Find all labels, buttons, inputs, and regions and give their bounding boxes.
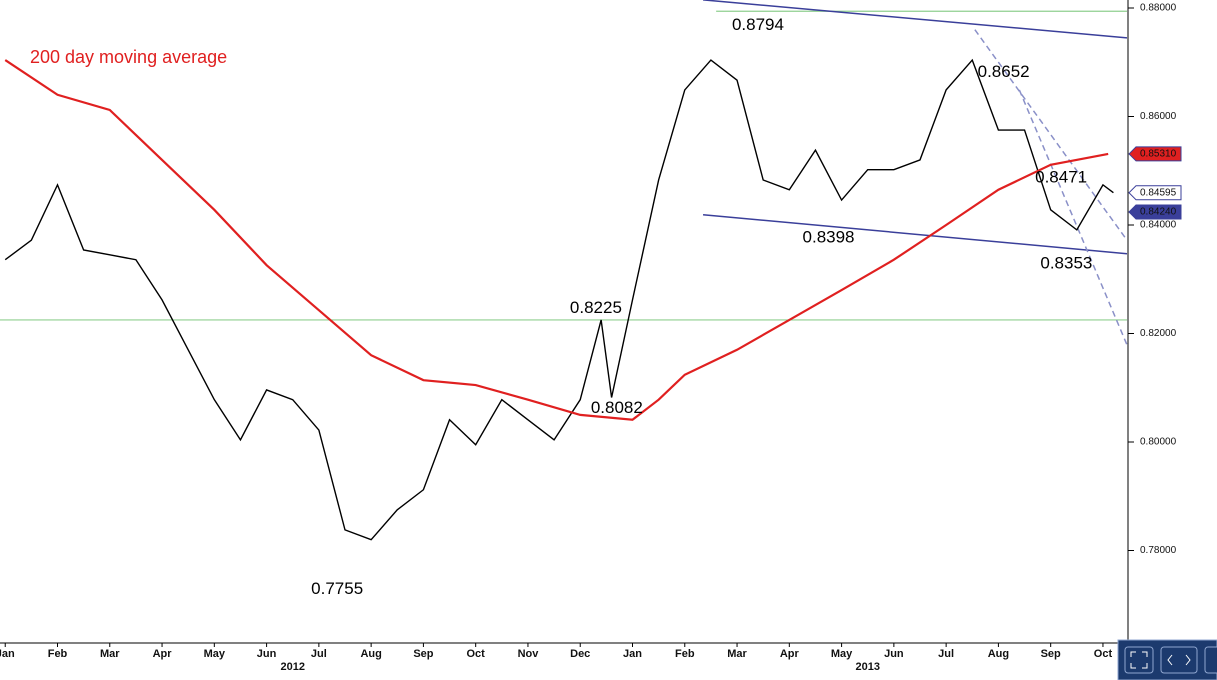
toolbar	[1117, 639, 1217, 680]
annotation: 0.8082	[591, 398, 643, 417]
x-tick-label: Jan	[623, 648, 642, 660]
more-button[interactable]	[1204, 646, 1217, 674]
series-line	[4, 59, 1109, 421]
price-tag	[1128, 204, 1182, 220]
year-label: 2013	[855, 661, 879, 673]
y-tick-label: 0.86000	[1140, 111, 1177, 122]
price-tag	[1128, 185, 1182, 201]
x-tick-label: Aug	[360, 648, 381, 660]
legend-label: 200 day moving average	[30, 47, 227, 67]
y-tick-label: 0.82000	[1140, 328, 1177, 339]
trend-line	[702, 213, 1128, 255]
x-tick-label: Oct	[467, 648, 486, 660]
x-tick-label: May	[831, 648, 853, 660]
y-tick-label: 0.84000	[1140, 220, 1177, 231]
fit-button[interactable]	[1124, 646, 1154, 674]
annotation: 0.8652	[978, 62, 1030, 81]
price-tag-label: 0.84595	[1140, 187, 1177, 198]
y-tick-label: 0.78000	[1140, 545, 1177, 556]
y-tick-label: 0.80000	[1140, 437, 1177, 448]
series-line	[4, 58, 1114, 541]
annotation: 0.8794	[732, 15, 784, 34]
year-label: 2012	[280, 661, 304, 673]
x-tick-label: Apr	[780, 648, 800, 660]
x-tick-label: Jun	[257, 648, 277, 660]
x-tick-label: Feb	[675, 648, 695, 660]
x-tick-label: Feb	[48, 648, 68, 660]
trend-line	[703, 0, 1128, 39]
x-tick-label: Jul	[938, 648, 954, 660]
x-tick-label: May	[204, 648, 226, 660]
x-tick-label: Jun	[884, 648, 904, 660]
y-tick-label: 0.88000	[1140, 3, 1177, 14]
x-tick-label: Aug	[988, 648, 1009, 660]
scroll-button[interactable]	[1160, 646, 1198, 674]
x-tick-label: Jul	[311, 648, 327, 660]
trend-line	[1018, 89, 1128, 346]
x-tick-label: Oct	[1094, 648, 1113, 660]
x-tick-label: Mar	[727, 648, 747, 660]
annotation: 0.8225	[570, 298, 622, 317]
price-tag-label: 0.84240	[1140, 207, 1177, 218]
x-tick-label: Sep	[413, 648, 433, 660]
x-tick-label: Sep	[1041, 648, 1061, 660]
x-tick-label: Dec	[570, 648, 590, 660]
x-tick-label: Apr	[153, 648, 173, 660]
annotation: 0.8471	[1035, 167, 1087, 186]
x-tick-label: Nov	[518, 648, 540, 660]
price-tag-label: 0.85310	[1140, 149, 1177, 160]
x-tick-label: Jan	[0, 648, 15, 660]
trend-line	[974, 29, 1128, 241]
x-tick-label: Mar	[100, 648, 120, 660]
price-tag	[1128, 146, 1182, 162]
annotation: 0.8353	[1040, 254, 1092, 273]
annotation: 0.8398	[803, 228, 855, 247]
annotation: 0.7755	[311, 579, 363, 598]
